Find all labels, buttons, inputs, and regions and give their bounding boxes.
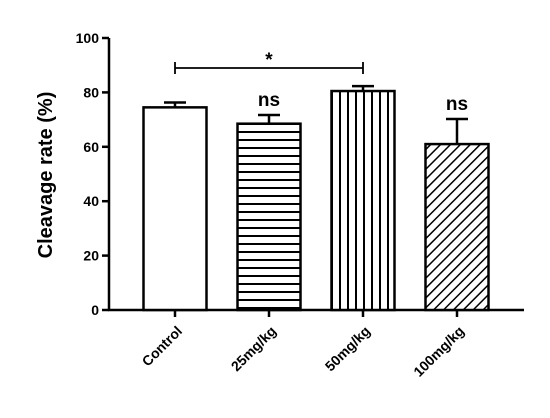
y-tick-label: 40 xyxy=(83,193,99,209)
y-tick-label: 100 xyxy=(76,30,100,46)
bar-control xyxy=(142,106,208,312)
x-tick-label: 100mg/kg xyxy=(410,323,467,380)
y-tick-label: 20 xyxy=(83,248,99,264)
bar-25mgkg xyxy=(236,122,302,312)
x-tick-label: 25mg/kg xyxy=(228,323,279,374)
error-bars-group xyxy=(164,84,468,145)
y-tick-label: 60 xyxy=(83,139,99,155)
significance-star: * xyxy=(265,50,273,71)
x-tick-labels: Control 25mg/kg 50mg/kg 100mg/kg xyxy=(139,323,468,380)
bars-group xyxy=(142,89,490,312)
y-axis-title: Cleavage rate (%) xyxy=(35,92,57,259)
y-tick-labels: 0 20 40 60 80 100 xyxy=(76,30,100,318)
x-tick-label: 50mg/kg xyxy=(322,323,373,374)
bar-50mgkg xyxy=(330,89,396,312)
y-tick-label: 80 xyxy=(83,84,99,100)
y-tick-label: 0 xyxy=(91,302,99,318)
bar-100mgkg xyxy=(424,142,490,312)
significance-label: ns xyxy=(446,94,468,115)
x-tick-label: Control xyxy=(139,323,186,370)
annotations-group: ns ns * xyxy=(174,50,468,115)
significance-label: ns xyxy=(258,90,280,111)
